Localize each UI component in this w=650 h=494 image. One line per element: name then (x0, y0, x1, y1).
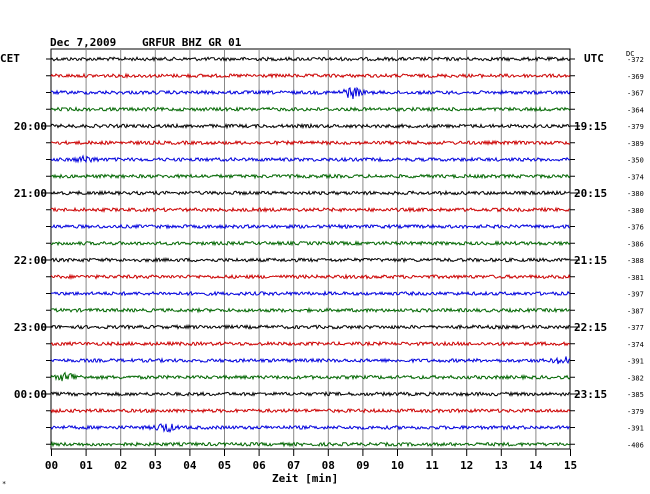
x-tick-label: 10 (391, 459, 404, 472)
seismic-trace (50, 56, 571, 63)
seismic-trace (50, 407, 571, 414)
left-hour-label: 21:00 (14, 187, 47, 200)
seismic-trace (50, 371, 571, 382)
left-hour-label: 22:00 (14, 254, 47, 267)
x-tick-label: 07 (287, 459, 300, 472)
x-tick-label: 09 (356, 459, 369, 472)
dc-offset-label: -372 (627, 56, 644, 64)
x-tick-label: 03 (149, 459, 162, 472)
dc-offset-label: -364 (627, 106, 644, 114)
seismic-trace (50, 86, 571, 100)
right-hour-label: 19:15 (574, 120, 607, 133)
x-tick-label: 12 (460, 459, 473, 472)
seismic-trace (50, 323, 571, 331)
dc-offset-label: -385 (627, 391, 644, 399)
dc-offset-label: -350 (627, 157, 644, 165)
dc-offset-label: -388 (627, 257, 644, 265)
date-label: Dec 7,2009 (50, 36, 116, 49)
seismic-trace (50, 206, 571, 214)
x-tick-label: 04 (183, 459, 197, 472)
x-tick-label: 00 (45, 459, 58, 472)
x-tick-label: 14 (529, 459, 543, 472)
traces-group (50, 56, 571, 448)
right-hour-label: 21:15 (574, 254, 607, 267)
dc-label: DC (626, 50, 634, 58)
seismic-trace (50, 440, 571, 448)
dc-offset-label: -374 (627, 341, 644, 349)
right-timezone-label: UTC (584, 52, 604, 65)
dc-offset-label: -380 (627, 190, 644, 198)
seismic-trace (50, 223, 571, 230)
dc-offset-label: -397 (627, 291, 644, 299)
seismic-trace (50, 122, 570, 130)
seismic-trace (50, 189, 571, 197)
station-label: GRFUR BHZ GR 01 (142, 36, 242, 49)
seismic-trace (50, 139, 571, 146)
dc-offset-label: -380 (627, 207, 644, 215)
left-timezone-label: CET (0, 52, 20, 65)
seismic-trace (50, 390, 571, 398)
dc-offset-label: -386 (627, 240, 644, 248)
plot-frame (50, 48, 571, 450)
seismic-trace (50, 290, 571, 297)
dc-offset-label: -376 (627, 224, 644, 232)
dc-offset-label: -379 (627, 123, 644, 131)
dc-offset-label: -367 (627, 90, 644, 98)
left-hour-label: 00:00 (14, 388, 47, 401)
seismic-trace (50, 256, 571, 264)
dc-offset-label: -382 (627, 374, 644, 382)
dc-offset-label: -381 (627, 274, 644, 282)
left-hour-label: 20:00 (14, 120, 47, 133)
dc-offset-label: -391 (627, 425, 644, 433)
right-hour-label: 23:15 (574, 388, 607, 401)
dc-offset-label: -387 (627, 307, 644, 315)
dc-offset-label: -389 (627, 140, 644, 148)
x-tick-label: 11 (425, 459, 439, 472)
corner-mark: * (2, 480, 6, 488)
seismic-trace (50, 340, 571, 347)
seismic-trace (50, 273, 571, 281)
seismic-trace (50, 423, 571, 434)
dc-offset-label: -369 (627, 73, 644, 81)
x-axis-label: Zeit [min] (272, 472, 338, 485)
x-tick-label: 05 (218, 459, 231, 472)
x-tick-label: 08 (322, 459, 335, 472)
seismic-trace (50, 306, 571, 314)
x-tick-label: 15 (564, 459, 577, 472)
dc-offset-label: -377 (627, 324, 644, 332)
plot-grid (41, 48, 580, 456)
seismic-trace (50, 173, 571, 180)
dc-offset-label: -374 (627, 173, 644, 181)
seismic-trace (50, 72, 571, 79)
dc-offset-label: -379 (627, 408, 644, 416)
x-tick-label: 02 (114, 459, 127, 472)
seismic-trace (50, 356, 571, 365)
seismic-trace (50, 154, 571, 164)
seismic-trace (50, 240, 571, 247)
dc-offset-label: -391 (627, 358, 644, 366)
labels-group: 00 01 02 03 04 05 06 07 08 09 10 11 12 13 14 15 -372 -369… (14, 56, 644, 472)
dc-offset-label: -406 (627, 441, 644, 449)
x-tick-label: 01 (79, 459, 93, 472)
x-tick-label: 06 (252, 459, 266, 472)
right-hour-label: 22:15 (574, 321, 607, 334)
left-hour-label: 23:00 (14, 321, 47, 334)
x-tick-label: 13 (495, 459, 508, 472)
seismic-trace (50, 106, 571, 113)
right-hour-label: 20:15 (574, 187, 607, 200)
